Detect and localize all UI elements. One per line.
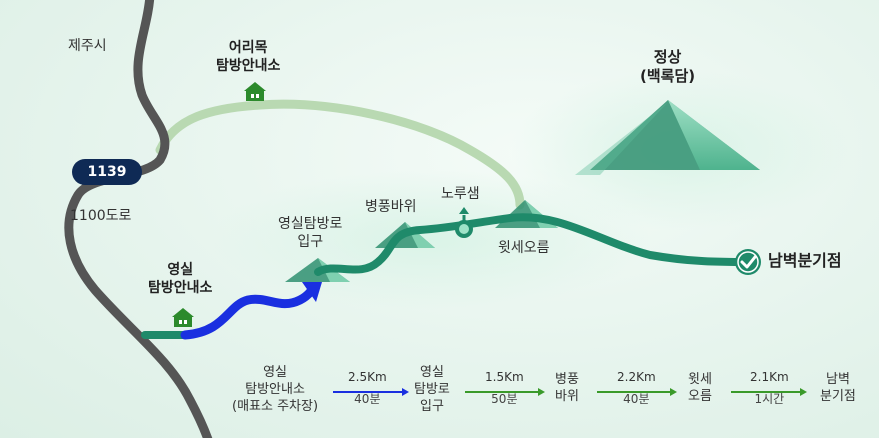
segment-time: 50분 — [491, 392, 518, 406]
road-1139 — [64, 0, 213, 438]
legend-stop-nambyeok: 남벽 분기점 — [820, 372, 856, 404]
label-yeongsil-center: 영실 탐방안내소 — [148, 262, 213, 296]
label-jeju-city: 제주시 — [68, 38, 107, 54]
segment-time: 40분 — [623, 392, 650, 406]
walk-segment — [180, 285, 317, 340]
label-eorimok: 어리목 탐방안내소 — [216, 40, 281, 74]
legend-stop-trailhead: 영실 탐방로 입구 — [414, 365, 450, 414]
label-1100-road: 1100도로 — [70, 208, 132, 224]
segment-distance: 2.1Km — [750, 370, 789, 384]
check-circle-icon — [735, 249, 761, 275]
main-trail — [314, 213, 752, 276]
eorimok-trail — [155, 99, 525, 210]
legend-segment: 2.2Km 40분 — [617, 370, 656, 407]
legend-segment: 1.5Km 50분 — [485, 370, 524, 407]
segment-time: 40분 — [354, 392, 381, 406]
segment-distance: 2.5Km — [348, 370, 387, 384]
house-icon — [244, 82, 266, 101]
legend-stop-witse: 윗세 오름 — [688, 372, 712, 404]
road-number-badge: 1139 — [72, 159, 142, 185]
label-witse: 윗세오름 — [498, 240, 550, 256]
summit-mountain-icon — [575, 100, 760, 175]
legend-stop-byeongpung: 병풍 바위 — [555, 372, 579, 404]
segment-distance: 2.2Km — [617, 370, 656, 384]
legend-arrows — [333, 388, 807, 396]
waypoint-marker-icon — [455, 207, 473, 238]
legend-segment: 2.5Km 40분 — [348, 370, 387, 407]
label-byeongpung: 병풍바위 — [365, 199, 417, 215]
label-yeongsil-trailhead: 영실탐방로 입구 — [278, 216, 343, 250]
segment-time: 1시간 — [754, 392, 785, 406]
label-nambyeok: 남벽분기점 — [768, 251, 842, 270]
house-icon — [172, 308, 194, 327]
label-summit: 정상 (백록담) — [640, 48, 696, 85]
label-noru: 노루샘 — [441, 186, 480, 202]
segment-distance: 1.5Km — [485, 370, 524, 384]
legend-segment: 2.1Km 1시간 — [750, 370, 789, 407]
legend-stop-yeongsil-center: 영실 탐방안내소 (매표소 주차장) — [232, 365, 319, 414]
walk-arrow-icon — [302, 282, 322, 302]
